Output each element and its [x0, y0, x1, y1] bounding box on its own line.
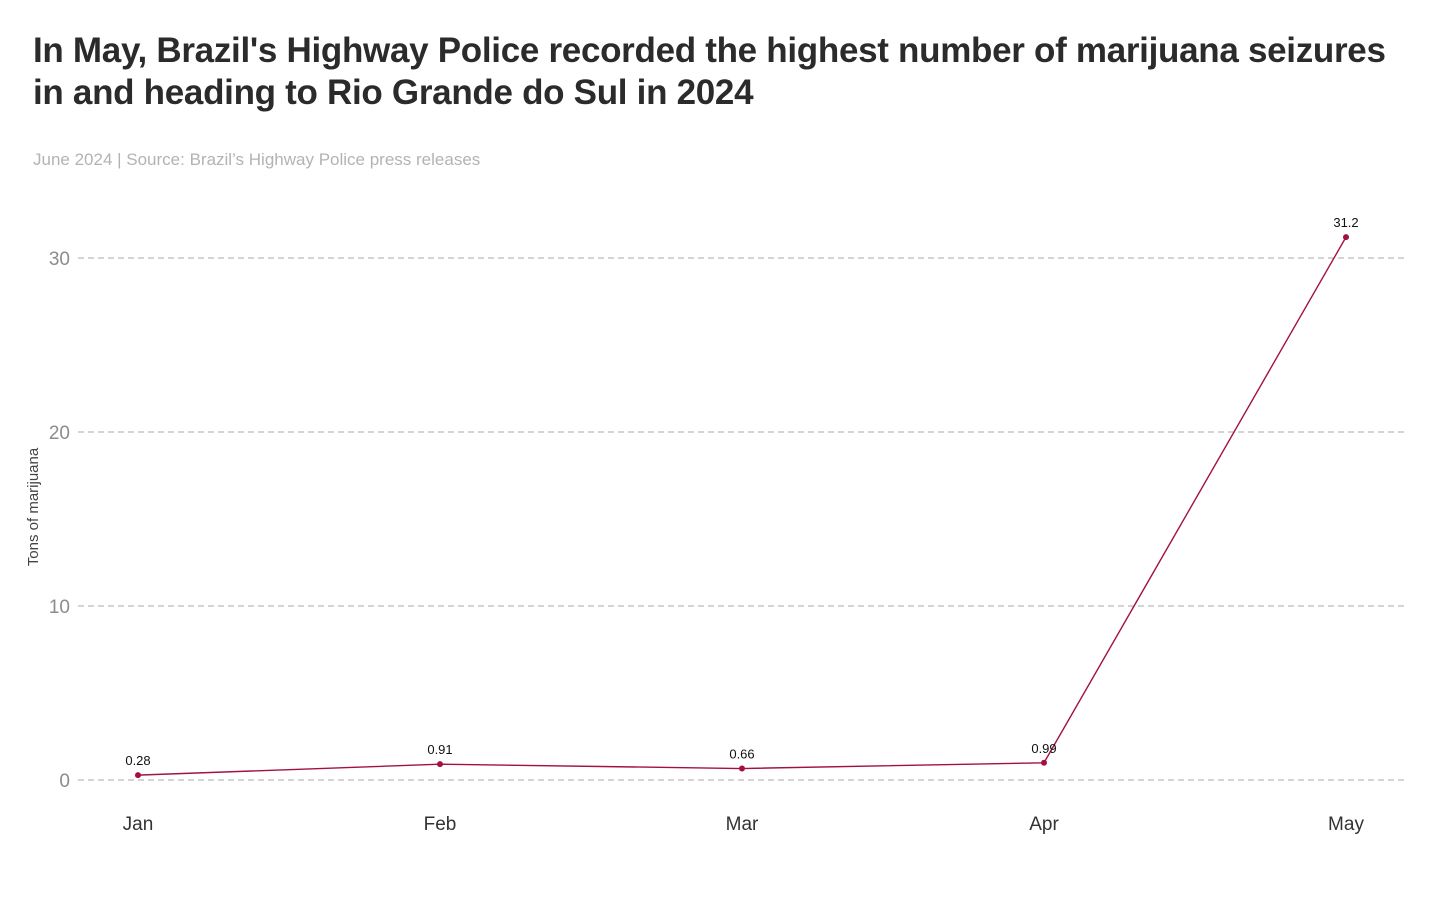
- data-label-mar: 0.66: [729, 747, 754, 762]
- data-label-jan: 0.28: [125, 753, 150, 768]
- data-point-jan: [135, 772, 141, 779]
- data-point-may: [1343, 234, 1349, 241]
- data-point-apr: [1041, 759, 1047, 766]
- chart-subtitle: June 2024 | Source: Brazil’s Highway Pol…: [33, 150, 481, 169]
- data-label-feb: 0.91: [427, 742, 452, 757]
- x-tick-label-may: May: [1328, 814, 1364, 835]
- x-tick-label-jan: Jan: [123, 814, 154, 835]
- gridlines: [78, 257, 1405, 781]
- data-point-feb: [437, 761, 443, 768]
- data-labels: 0.28 0.91 0.66 0.99 31.2: [125, 215, 1358, 768]
- y-axis-ticks: 0 10 20 30: [49, 249, 70, 792]
- y-tick-label-10: 10: [49, 597, 70, 618]
- series: [135, 234, 1349, 779]
- x-axis-ticks: Jan Feb Mar Apr May: [123, 814, 1365, 835]
- data-label-apr: 0.99: [1031, 741, 1056, 756]
- y-tick-label-20: 20: [49, 423, 70, 444]
- data-label-may: 31.2: [1333, 215, 1358, 230]
- data-point-mar: [739, 765, 745, 772]
- chart-title: In May, Brazil's Highway Police recorded…: [33, 31, 1386, 112]
- x-tick-label-mar: Mar: [726, 814, 759, 835]
- x-tick-label-apr: Apr: [1029, 814, 1059, 835]
- y-tick-label-0: 0: [59, 771, 70, 792]
- series-line-0: [137, 236, 1347, 776]
- y-tick-label-30: 30: [49, 249, 70, 270]
- x-tick-label-feb: Feb: [424, 814, 457, 835]
- y-axis-label: Tons of marijuana: [25, 447, 42, 566]
